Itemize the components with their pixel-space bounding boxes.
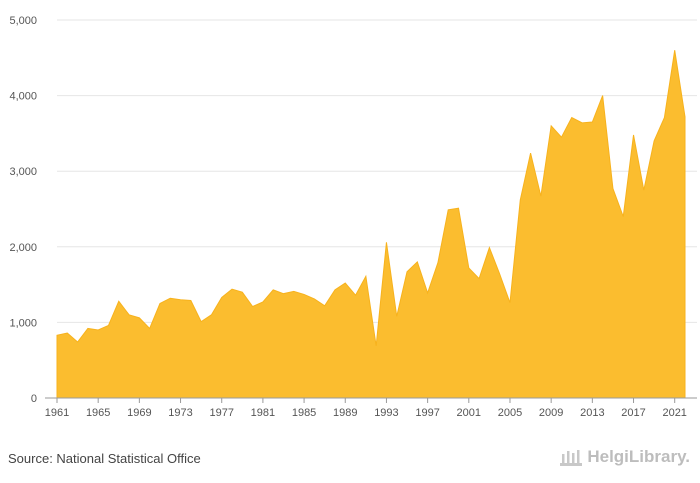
x-tick-label: 1977 [209,407,233,419]
x-tick-label: 1969 [127,407,151,419]
y-axis: 0 1,000 2,000 3,000 4,000 5,000 [9,15,37,405]
area-series [56,50,686,399]
x-tick-label: 2013 [580,407,604,419]
y-tick-label: 0 [31,393,37,405]
x-tick-label: 1973 [168,407,192,419]
y-tick-label: 1,000 [9,317,37,329]
x-tick-label: 1993 [374,407,398,419]
x-tick-label: 1989 [333,407,357,419]
x-tick-label: 2009 [539,407,563,419]
y-tick-label: 2,000 [9,242,37,254]
logo-text: HelgiLibrary. [587,447,690,466]
x-tick-label: 1985 [292,407,316,419]
x-tick-label: 1981 [251,407,275,419]
x-tick-label: 1997 [415,407,439,419]
x-axis: 1961 1965 1969 1973 1977 1981 1985 1989 1993 1997… [45,398,687,419]
y-tick-label: 3,000 [9,166,37,178]
helgilibrary-logo[interactable]: HelgiLibrary. [559,447,690,467]
y-tick-label: 4,000 [9,91,37,103]
x-tick-label: 2021 [662,407,686,419]
x-tick-label: 2001 [457,407,481,419]
y-tick-label: 5,000 [9,15,37,27]
x-tick-label: 2005 [498,407,522,419]
library-building-icon [560,450,583,466]
x-tick-label: 2017 [621,407,645,419]
x-tick-label: 1965 [86,407,110,419]
x-tick-label: 1961 [45,407,69,419]
source-note: Source: National Statistical Office [8,451,201,466]
